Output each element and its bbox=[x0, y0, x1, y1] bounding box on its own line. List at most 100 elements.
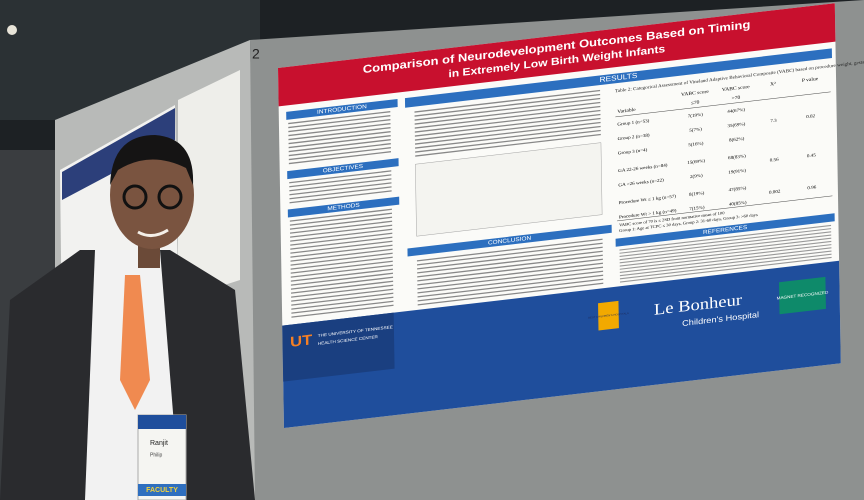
text-line bbox=[288, 139, 391, 153]
text-line bbox=[415, 133, 601, 157]
text-line bbox=[288, 115, 391, 129]
text-line bbox=[415, 121, 601, 145]
table-cell: Group 1 (n=53) bbox=[617, 119, 649, 127]
section-bar bbox=[286, 98, 398, 120]
text-line bbox=[619, 228, 832, 254]
text-line bbox=[288, 143, 391, 157]
text-line bbox=[417, 270, 604, 294]
text-line bbox=[288, 119, 391, 133]
text-line bbox=[619, 256, 832, 283]
magnet-badge bbox=[779, 276, 826, 315]
text-line bbox=[288, 151, 391, 165]
table-header: ≤70 bbox=[691, 100, 700, 107]
text-line bbox=[291, 304, 394, 318]
text-line bbox=[619, 240, 832, 267]
badge-role-bar bbox=[138, 484, 186, 496]
text-line bbox=[291, 288, 394, 302]
table-cell: Procedure Wt > 1 kg (n=49) bbox=[619, 209, 677, 220]
text-line bbox=[290, 260, 393, 274]
text-line bbox=[289, 186, 392, 200]
text-line bbox=[290, 268, 393, 282]
text-line bbox=[416, 238, 603, 262]
footer-band bbox=[282, 260, 841, 429]
text-line bbox=[289, 212, 393, 226]
text-line bbox=[290, 272, 393, 286]
text-line bbox=[417, 254, 603, 278]
text-line bbox=[417, 242, 603, 266]
text-line bbox=[414, 117, 601, 141]
magnet-text: MAGNET RECOGNIZED bbox=[777, 290, 829, 301]
text-line bbox=[414, 105, 601, 129]
text-line bbox=[417, 282, 604, 306]
smile bbox=[137, 228, 169, 237]
table-cell: GA 22-26 weeks (n=84) bbox=[618, 164, 668, 174]
text-line bbox=[417, 266, 604, 290]
badge-surname: Philip bbox=[150, 452, 162, 458]
person: Ranjit Philip FACULTY bbox=[0, 135, 255, 500]
text-line bbox=[290, 220, 393, 234]
section-heading: OBJECTIVES bbox=[323, 163, 363, 174]
title-band bbox=[278, 3, 836, 107]
section-bar bbox=[407, 224, 612, 257]
badge-header bbox=[138, 415, 186, 429]
text-line bbox=[290, 240, 393, 254]
best-text: BEST CHILDREN'S HOSPITALS bbox=[588, 311, 629, 319]
poster: Comparison of Neurodevelopment Outcomes … bbox=[278, 3, 864, 429]
back-poster-2 bbox=[178, 70, 240, 300]
section-bar bbox=[287, 196, 400, 218]
table-header: P value bbox=[802, 76, 819, 84]
text-line bbox=[290, 276, 394, 290]
text-line bbox=[414, 101, 601, 125]
table-cell: 0.02 bbox=[806, 114, 816, 120]
table-header: VABC score bbox=[722, 84, 751, 93]
text-line bbox=[417, 262, 603, 286]
text-line bbox=[289, 190, 392, 204]
text-line bbox=[619, 253, 832, 280]
table-cell: 40(85%) bbox=[729, 201, 747, 208]
table-cell: Group 2 (n=38) bbox=[618, 134, 650, 142]
text-line bbox=[288, 111, 391, 125]
text-line bbox=[288, 147, 391, 161]
section-heading: METHODS bbox=[327, 202, 360, 212]
text-line bbox=[290, 248, 393, 262]
table-1 bbox=[415, 142, 603, 237]
table-cell: 2(9%) bbox=[690, 174, 703, 180]
text-line bbox=[414, 113, 601, 137]
text-line bbox=[415, 129, 601, 153]
table-cell: Procedure Wt ≤ 1 kg (n=57) bbox=[619, 195, 677, 206]
table-cell: Group 3 (n=4) bbox=[618, 148, 648, 156]
text-line bbox=[417, 246, 603, 270]
glasses bbox=[157, 184, 183, 210]
table-rule bbox=[615, 91, 831, 118]
text-line bbox=[619, 234, 832, 261]
table-cell: 0.002 bbox=[769, 190, 781, 196]
text-line bbox=[290, 228, 393, 242]
ut-mark: UT bbox=[290, 332, 313, 350]
table-cell: 8(19%) bbox=[689, 191, 705, 197]
table-cell: 5(16%) bbox=[688, 142, 704, 148]
ut-block bbox=[282, 312, 395, 382]
text-line bbox=[290, 244, 393, 258]
section-bar bbox=[287, 158, 399, 180]
badge-role: FACULTY bbox=[146, 487, 178, 494]
text-line bbox=[291, 280, 394, 294]
table-cell: 5(7%) bbox=[689, 127, 702, 133]
text-line bbox=[619, 244, 832, 270]
text-line bbox=[289, 178, 392, 192]
text-line bbox=[619, 237, 832, 264]
badge-name: Ranjit bbox=[150, 440, 168, 447]
hair bbox=[110, 135, 194, 185]
text-line bbox=[291, 300, 394, 314]
text-line bbox=[288, 123, 391, 137]
table-cell: GA >26 weeks (n=22) bbox=[618, 178, 664, 188]
table-cell: 0.96 bbox=[807, 185, 817, 191]
text-line bbox=[288, 135, 391, 149]
section-bar bbox=[615, 213, 835, 247]
text-line bbox=[414, 89, 601, 113]
text-line bbox=[417, 274, 604, 298]
table-cell: 68(83%) bbox=[728, 154, 746, 161]
text-line bbox=[289, 216, 393, 230]
table-cell: 0.56 bbox=[770, 158, 780, 164]
text-line bbox=[291, 284, 394, 298]
ut-sub: HEALTH SCIENCE CENTER bbox=[318, 334, 378, 346]
